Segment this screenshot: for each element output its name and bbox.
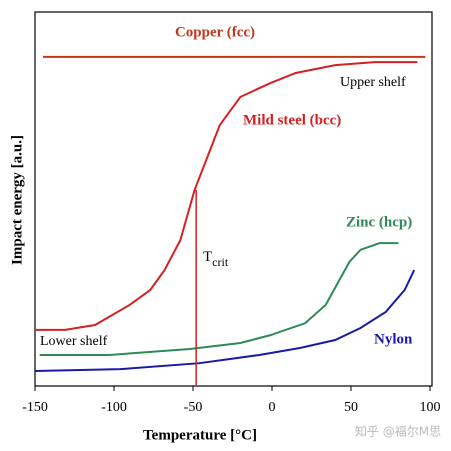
- x-tick-label: 50: [344, 400, 358, 415]
- series-line: [34, 269, 416, 373]
- series-label: Mild steel (bcc): [243, 112, 341, 128]
- series-label: Copper (fcc): [175, 24, 255, 40]
- plot-frame: [34, 11, 433, 387]
- tcrit-sub: crit: [212, 255, 229, 269]
- x-tick-label: -150: [22, 400, 48, 415]
- series-line: [39, 242, 399, 356]
- x-tick-label: 100: [420, 400, 441, 415]
- x-tick-label: -50: [184, 400, 203, 415]
- watermark: 知乎 @福尔M思: [355, 424, 441, 439]
- y-axis-label: Impact energy [a.u.]: [9, 135, 25, 265]
- x-tick-label: -100: [101, 400, 127, 415]
- x-axis-label: Temperature [°C]: [143, 427, 257, 443]
- annotation: Upper shelf: [340, 75, 406, 90]
- series-label: Nylon: [374, 331, 413, 347]
- tcrit-label: Tcrit: [203, 249, 229, 268]
- tcrit-main: T: [203, 249, 212, 265]
- annotation: Lower shelf: [40, 334, 108, 349]
- series-line: [35, 61, 418, 331]
- series-label: Zinc (hcp): [346, 214, 412, 230]
- x-tick-label: 0: [269, 400, 276, 415]
